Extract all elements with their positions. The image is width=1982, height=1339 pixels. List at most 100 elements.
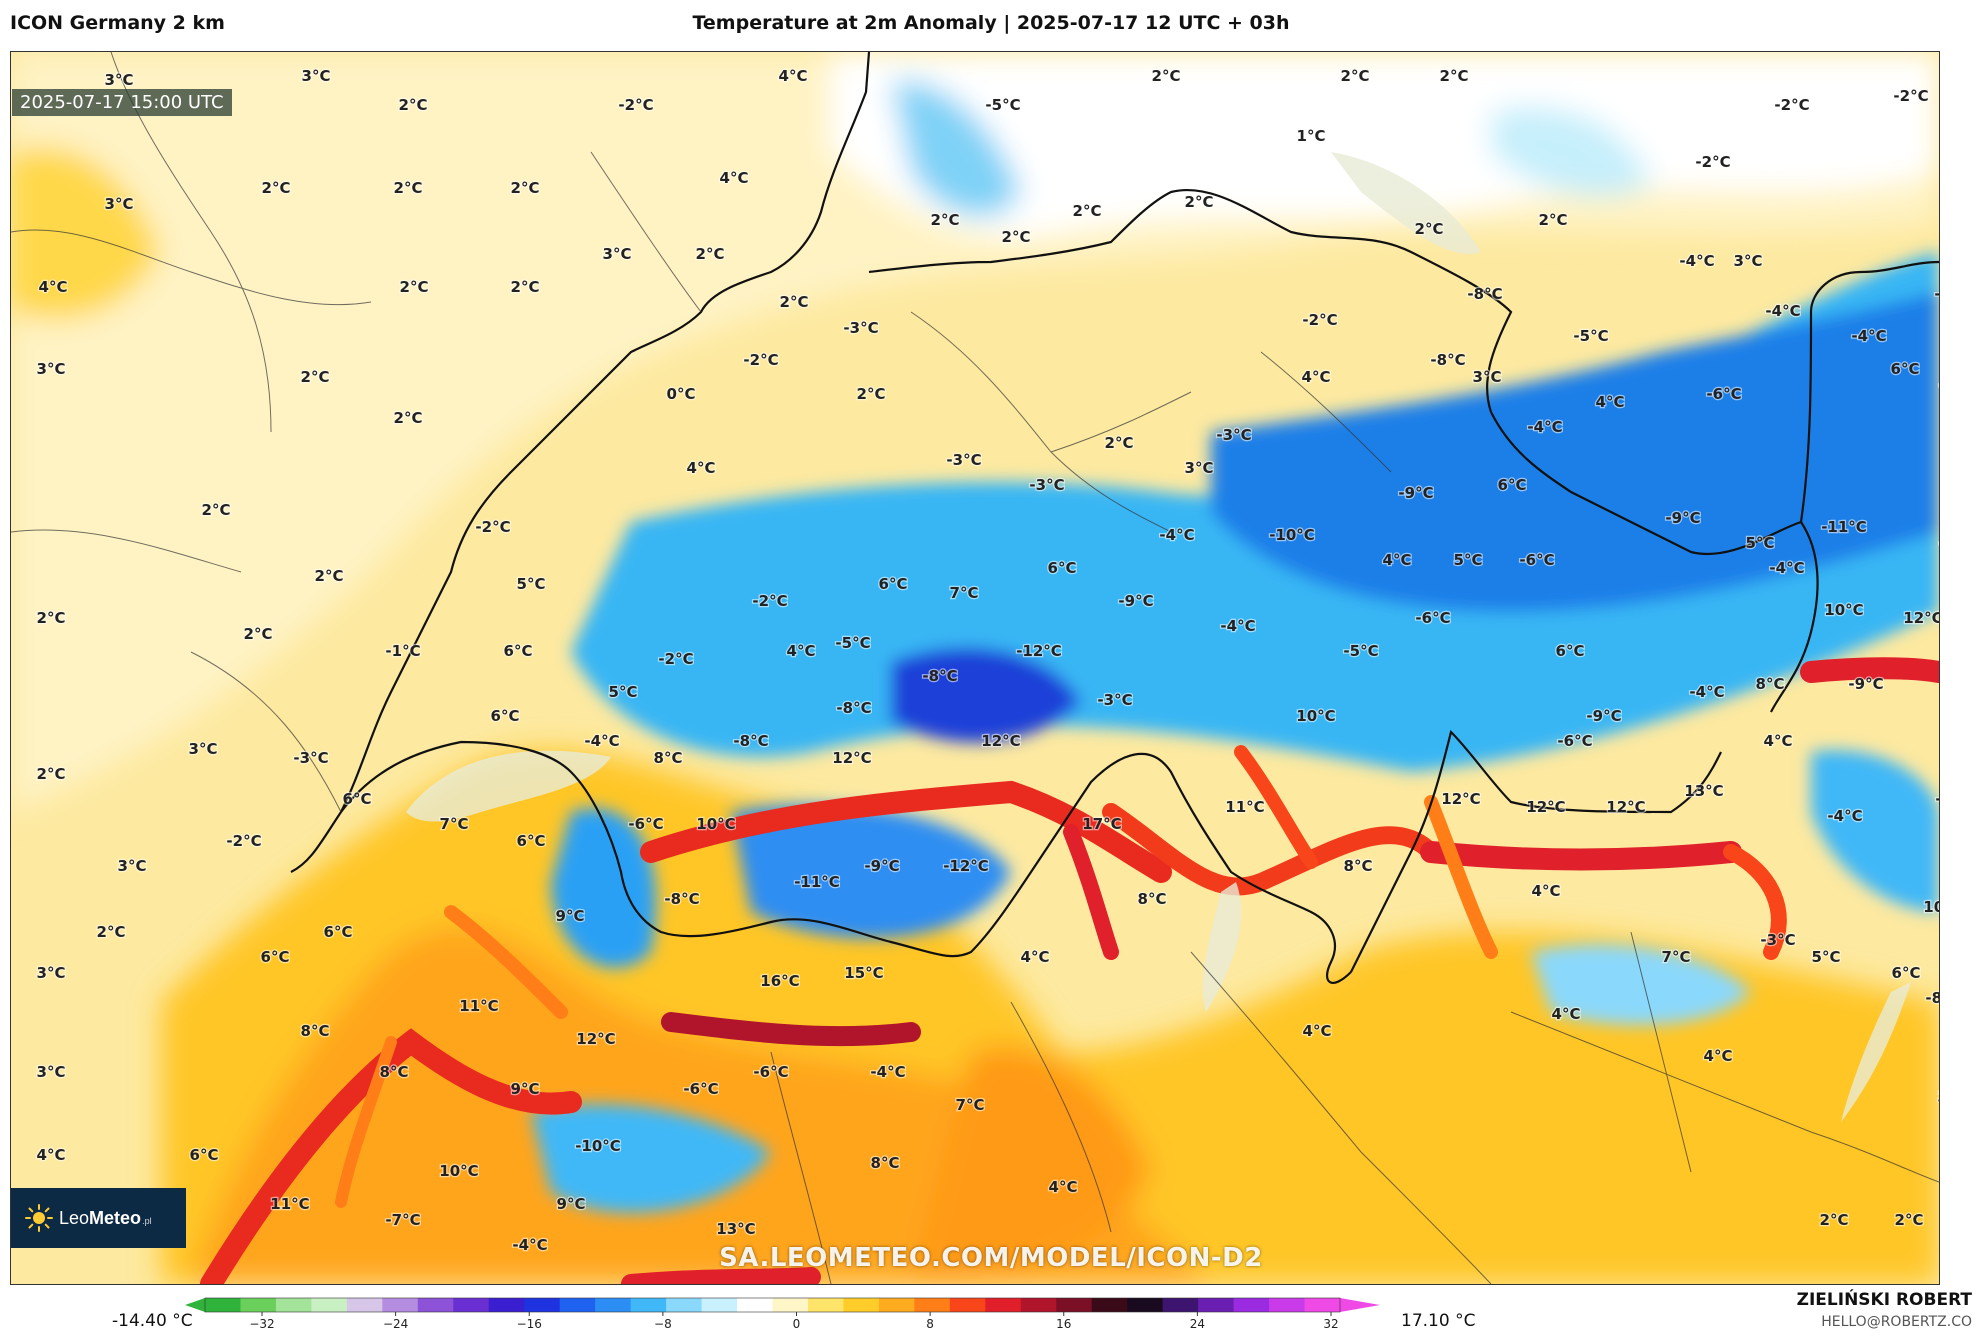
temperature-label: -10°C	[575, 1137, 621, 1155]
temperature-label: 4°C	[39, 278, 68, 296]
temperature-label: 3°C	[1734, 252, 1763, 270]
temperature-label: -4°C	[1765, 302, 1800, 320]
colorbar-tick-label: 16	[1056, 1317, 1071, 1331]
temperature-label: 2°C	[1415, 220, 1444, 238]
temperature-label: 4°C	[1303, 1022, 1332, 1040]
colorbar-max-label: 17.10 °C	[1401, 1311, 1476, 1331]
temperature-label: 7°C	[440, 815, 469, 833]
temperature-label: 6°C	[517, 832, 546, 850]
temperature-label: 7°C	[1662, 948, 1691, 966]
temperature-label: -4°C	[1769, 559, 1804, 577]
colorbar-tick-label: −32	[249, 1317, 274, 1331]
temperature-label: 2°C	[399, 96, 428, 114]
temperature-label: -8°C	[1467, 285, 1502, 303]
temperature-label: -10°C	[1269, 526, 1315, 544]
temperature-label: 17°C	[1082, 815, 1121, 833]
colorbar-swatch	[559, 1298, 596, 1312]
leometeo-logo[interactable]: LeoMeteo.pl	[11, 1188, 186, 1248]
temperature-label: -3°C	[1029, 476, 1064, 494]
temperature-label: 8°C	[1756, 675, 1785, 693]
temperature-label: 2°C	[301, 368, 330, 386]
temperature-label: 7°C	[956, 1096, 985, 1114]
temperature-label: 8°C	[654, 749, 683, 767]
temperature-label: 10°C	[696, 815, 735, 833]
temperature-label: 5°C	[1746, 534, 1775, 552]
temperature-label: 6°C	[491, 707, 520, 725]
temperature-label: 2°C	[394, 409, 423, 427]
temperature-label: 16°C	[760, 972, 799, 990]
temperature-label: -3°C	[1216, 426, 1251, 444]
temperature-label: 6°C	[261, 948, 290, 966]
temperature-label: -3°C	[843, 319, 878, 337]
temperature-label: -9°C	[1586, 707, 1621, 725]
temperature-label: 10°C	[1923, 898, 1939, 916]
temperature-label: 7°C	[950, 584, 979, 602]
temperature-label: 12°C	[832, 749, 871, 767]
temperature-label: -4°C	[870, 1063, 905, 1081]
temperature-label: -8°C	[664, 890, 699, 908]
temperature-label: -4°C	[1220, 617, 1255, 635]
temperature-label: 4°C	[1532, 882, 1561, 900]
temperature-label: -4°C	[1851, 327, 1886, 345]
temperature-label: -4°C	[512, 1236, 547, 1254]
temperature-label: -2°C	[658, 650, 693, 668]
regional-borders	[11, 52, 1939, 1284]
temperature-label: -8°C	[1430, 351, 1465, 369]
temperature-label: 2°C	[1895, 1211, 1924, 1229]
temperature-label: -2°C	[743, 351, 778, 369]
temperature-label: 8°C	[301, 1022, 330, 1040]
temperature-label: -8°C	[1934, 285, 1939, 303]
temperature-label: 2°C	[931, 211, 960, 229]
author-email[interactable]: HELLO@ROBERTZ.CO	[1821, 1314, 1972, 1330]
temperature-label: -2°C	[752, 592, 787, 610]
temperature-label: -2°C	[618, 96, 653, 114]
temperature-label: -4°C	[584, 732, 619, 750]
temperature-label: -2°C	[1302, 311, 1337, 329]
temperature-label: -4°C	[1827, 807, 1862, 825]
colorbar-swatch	[205, 1298, 242, 1312]
temperature-label: -6°C	[1557, 732, 1592, 750]
colorbar-swatch	[1198, 1298, 1235, 1312]
temperature-label: -6°C	[1519, 551, 1554, 569]
temperature-label: 2°C	[37, 765, 66, 783]
temperature-label: 4°C	[1596, 393, 1625, 411]
temperature-label: 4°C	[779, 67, 808, 85]
temperature-label: -7°C	[385, 1211, 420, 1229]
temperature-label: 2°C	[1105, 434, 1134, 452]
temperature-label: 2°C	[37, 609, 66, 627]
temperature-label: 2°C	[511, 278, 540, 296]
temperature-label: -1°C	[385, 642, 420, 660]
temperature-label: 2°C	[202, 501, 231, 519]
lakes	[406, 152, 1911, 1122]
colorbar-max-extension	[1340, 1298, 1380, 1312]
temperature-label: 5°C	[609, 683, 638, 701]
temperature-label: 2°C	[400, 278, 429, 296]
temperature-label: -3°C	[946, 451, 981, 469]
temperature-label: 12°C	[1441, 790, 1480, 808]
temperature-label: 6°C	[324, 923, 353, 941]
colorbar-swatch	[1056, 1298, 1093, 1312]
temperature-label: 3°C	[1185, 459, 1214, 477]
temperature-label: -4°C	[1679, 252, 1714, 270]
colorbar-swatch	[807, 1298, 845, 1312]
logo-wordmark: LeoMeteo.pl	[59, 1207, 152, 1228]
temperature-label: 3°C	[37, 964, 66, 982]
colorbar-tick-label: 8	[926, 1317, 934, 1331]
temperature-label: 6°C	[1498, 476, 1527, 494]
temperature-label: -6°C	[1935, 790, 1939, 808]
temperature-label: -6°C	[753, 1063, 788, 1081]
colorbar-swatch	[382, 1298, 419, 1312]
colorbar-swatch	[666, 1298, 703, 1312]
colorbar-swatch	[985, 1298, 1022, 1312]
colorbar-swatch	[1269, 1298, 1306, 1312]
temperature-label: 2°C	[1341, 67, 1370, 85]
temperature-label: 2°C	[1440, 67, 1469, 85]
temperature-label: 2°C	[97, 923, 126, 941]
temperature-label: -5°C	[1343, 642, 1378, 660]
colorbar-swatch	[878, 1298, 915, 1312]
temperature-label: 3°C	[118, 857, 147, 875]
temperature-label: 13°C	[716, 1220, 755, 1238]
colorbar-swatch	[524, 1298, 561, 1312]
temperature-label: 4°C	[687, 459, 716, 477]
temperature-label: 13°C	[1684, 782, 1723, 800]
